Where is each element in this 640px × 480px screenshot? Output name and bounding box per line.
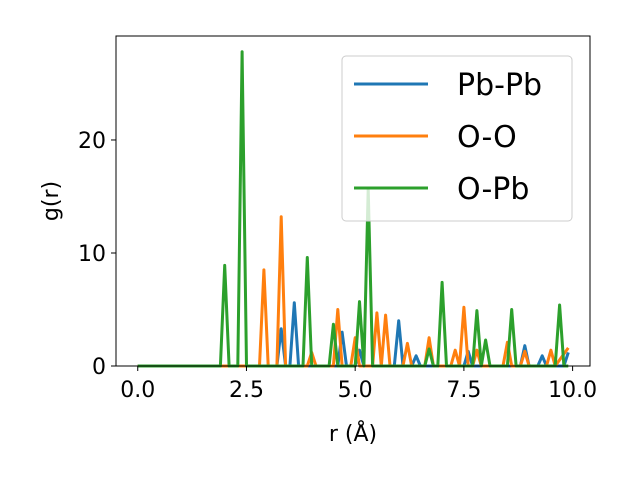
x-tick-label: 5.0	[338, 378, 373, 403]
x-tick-label: 2.5	[229, 378, 264, 403]
legend-box	[341, 55, 573, 222]
x-axis-label: r (Å)	[329, 420, 377, 447]
x-tick-label: 0.0	[120, 378, 155, 403]
y-tick-label: 10	[78, 242, 106, 267]
series-line-o-o	[137, 215, 570, 368]
x-tick-label: 7.5	[446, 378, 481, 403]
y-axis-label: g(r)	[39, 181, 64, 221]
plot-frame	[115, 35, 591, 367]
y-axis: 0 10 20	[78, 129, 116, 380]
y-tick-label: 20	[78, 129, 106, 154]
legend-label-o-o: O-O	[457, 120, 517, 155]
x-axis: 0.0 2.5 5.0 7.5 10.0	[120, 366, 597, 403]
legend-label-o-pb: O-Pb	[457, 172, 529, 207]
legend-label-pb-pb: Pb-Pb	[457, 68, 542, 103]
legend: Pb-Pb O-O O-Pb	[341, 55, 573, 222]
y-tick-label: 0	[92, 355, 106, 380]
x-tick-label: 10.0	[548, 378, 597, 403]
